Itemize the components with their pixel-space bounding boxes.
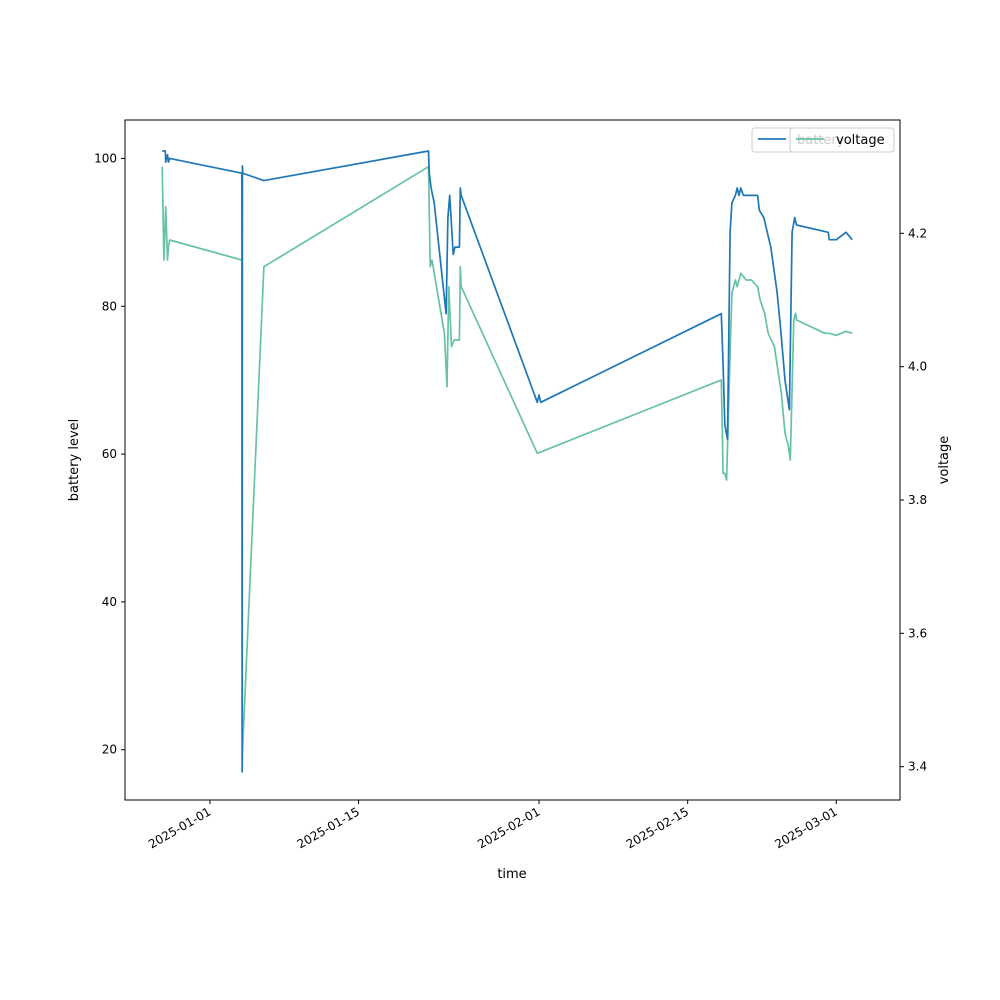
y2-axis-label: voltage <box>937 436 952 485</box>
legend-label-voltage: voltage <box>836 133 885 148</box>
y-axis-left: 20 40 60 80 100 <box>94 151 125 757</box>
x-axis-label: time <box>497 867 526 882</box>
y2-tick-label-2: 3.8 <box>908 493 927 507</box>
y-tick-label-4: 100 <box>94 151 117 165</box>
series-line-battery <box>162 150 853 773</box>
y-tick-label-3: 80 <box>102 299 117 313</box>
y-tick-label-0: 20 <box>102 743 117 757</box>
y-axis-right: 3.4 3.6 3.8 4.0 4.2 <box>900 226 927 774</box>
legend-box-voltage <box>789 127 895 153</box>
y-tick-label-2: 60 <box>102 447 117 461</box>
legend-voltage: voltage <box>789 127 895 153</box>
y-axis-label: battery level <box>67 419 82 502</box>
y2-tick-label-4: 4.2 <box>908 226 927 240</box>
y2-tick-label-0: 3.4 <box>908 760 927 774</box>
y2-tick-label-3: 4.0 <box>908 360 927 374</box>
plot-frame <box>124 119 901 801</box>
y2-tick-label-1: 3.6 <box>908 626 927 640</box>
series-layer <box>161 150 853 773</box>
y-tick-label-1: 40 <box>102 595 117 609</box>
